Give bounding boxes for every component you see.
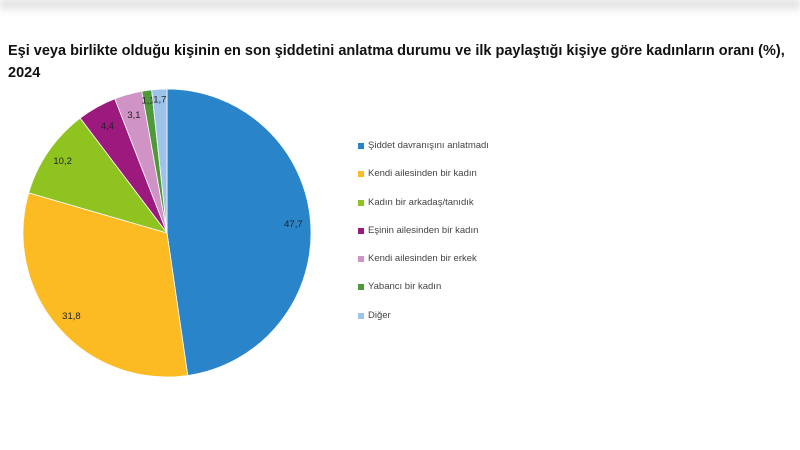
legend: Şiddet davranışını anlatmadı Kendi ailesi… — [358, 140, 489, 338]
data-label: 31,8 — [62, 311, 81, 322]
legend-swatch — [358, 199, 364, 206]
legend-label: Yabancı bir kadın — [368, 281, 442, 293]
pie-slice — [166, 88, 312, 376]
legend-label: Şiddet davranışını anlatmadı — [368, 140, 489, 151]
data-label: 47,7 — [284, 219, 303, 230]
chart-title: Eşi veya birlikte olduğu kişinin en son … — [8, 43, 785, 81]
legend-swatch — [358, 312, 364, 319]
legend-swatch — [358, 227, 364, 234]
legend-item: Diğer — [358, 310, 489, 338]
legend-swatch — [358, 256, 364, 263]
data-label: 1,1 — [142, 95, 155, 106]
pie-slice — [28, 117, 169, 234]
legend-label: Kendi ailesinden bir erkek — [368, 253, 477, 265]
legend-item: Kendi ailesinden bir erkek — [358, 253, 489, 281]
legend-swatch — [358, 171, 364, 178]
legend-item: Kendi ailesinden bir kadın — [358, 168, 489, 196]
legend-swatch — [358, 284, 364, 291]
data-label: 3,1 — [127, 110, 140, 121]
legend-label: Kadın bir arkadaş/tanıdık — [368, 196, 474, 208]
blurred-header — [0, 0, 800, 14]
pie-slice — [151, 88, 168, 234]
legend-label: Eşinin ailesinden bir kadın — [368, 224, 479, 236]
data-label: 1,7 — [153, 94, 166, 105]
legend-label: Diğer — [368, 309, 391, 321]
data-label: 4,4 — [101, 121, 114, 132]
legend-item: Şiddet davranışını anlatmadı — [358, 140, 489, 168]
legend-label: Kendi ailesinden bir kadın — [368, 168, 477, 180]
data-label: 10,2 — [53, 156, 72, 167]
legend-item: Yabancı bir kadın — [358, 281, 489, 309]
legend-item: Kadın bir arkadaş/tanıdık — [358, 197, 489, 225]
pie-slice — [22, 192, 189, 378]
legend-swatch — [358, 143, 364, 149]
legend-item: Eşinin ailesinden bir kadın — [358, 225, 489, 253]
